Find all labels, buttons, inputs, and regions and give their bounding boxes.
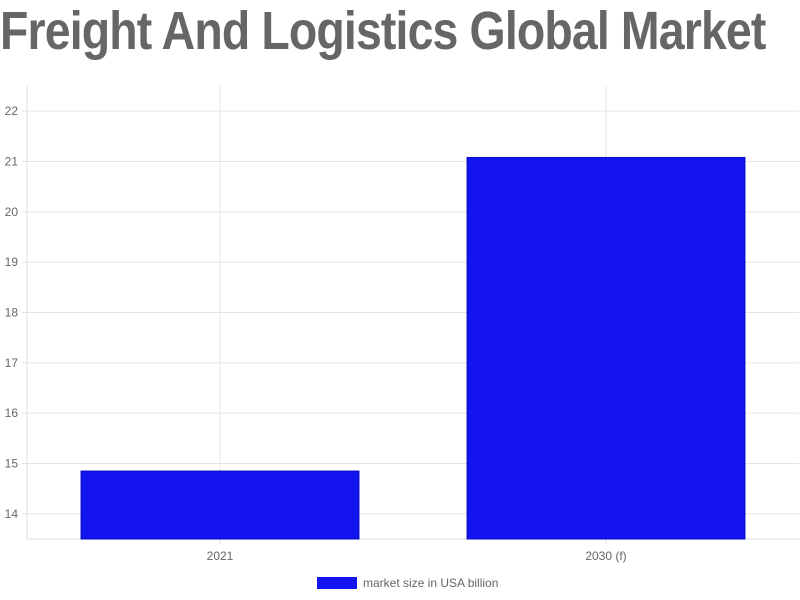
legend[interactable]: market size in USA billion [317,576,498,590]
bar-2021[interactable] [80,470,360,540]
y-tick-label: 22 [5,104,19,118]
y-tick-label: 14 [5,507,19,521]
chart-title: Freight And Logistics Global Market [0,1,766,61]
x-axis-ticks: 2021 2030 (f) [207,549,627,563]
y-tick-label: 19 [5,255,19,269]
y-tick-label: 15 [5,457,19,471]
y-tick-label: 16 [5,406,19,420]
y-tick-label: 21 [5,155,19,169]
x-tick-label: 2030 (f) [585,549,626,563]
y-tick-label: 18 [5,306,19,320]
legend-swatch [317,577,357,589]
bar-2030-f-[interactable] [466,156,746,540]
x-tick-label: 2021 [207,549,234,563]
y-tick-label: 20 [5,205,19,219]
legend-label: market size in USA billion [363,576,498,590]
y-tick-label: 17 [5,356,19,370]
bars [80,156,746,540]
y-axis-ticks: 14 15 16 17 18 19 20 21 22 [5,104,19,521]
